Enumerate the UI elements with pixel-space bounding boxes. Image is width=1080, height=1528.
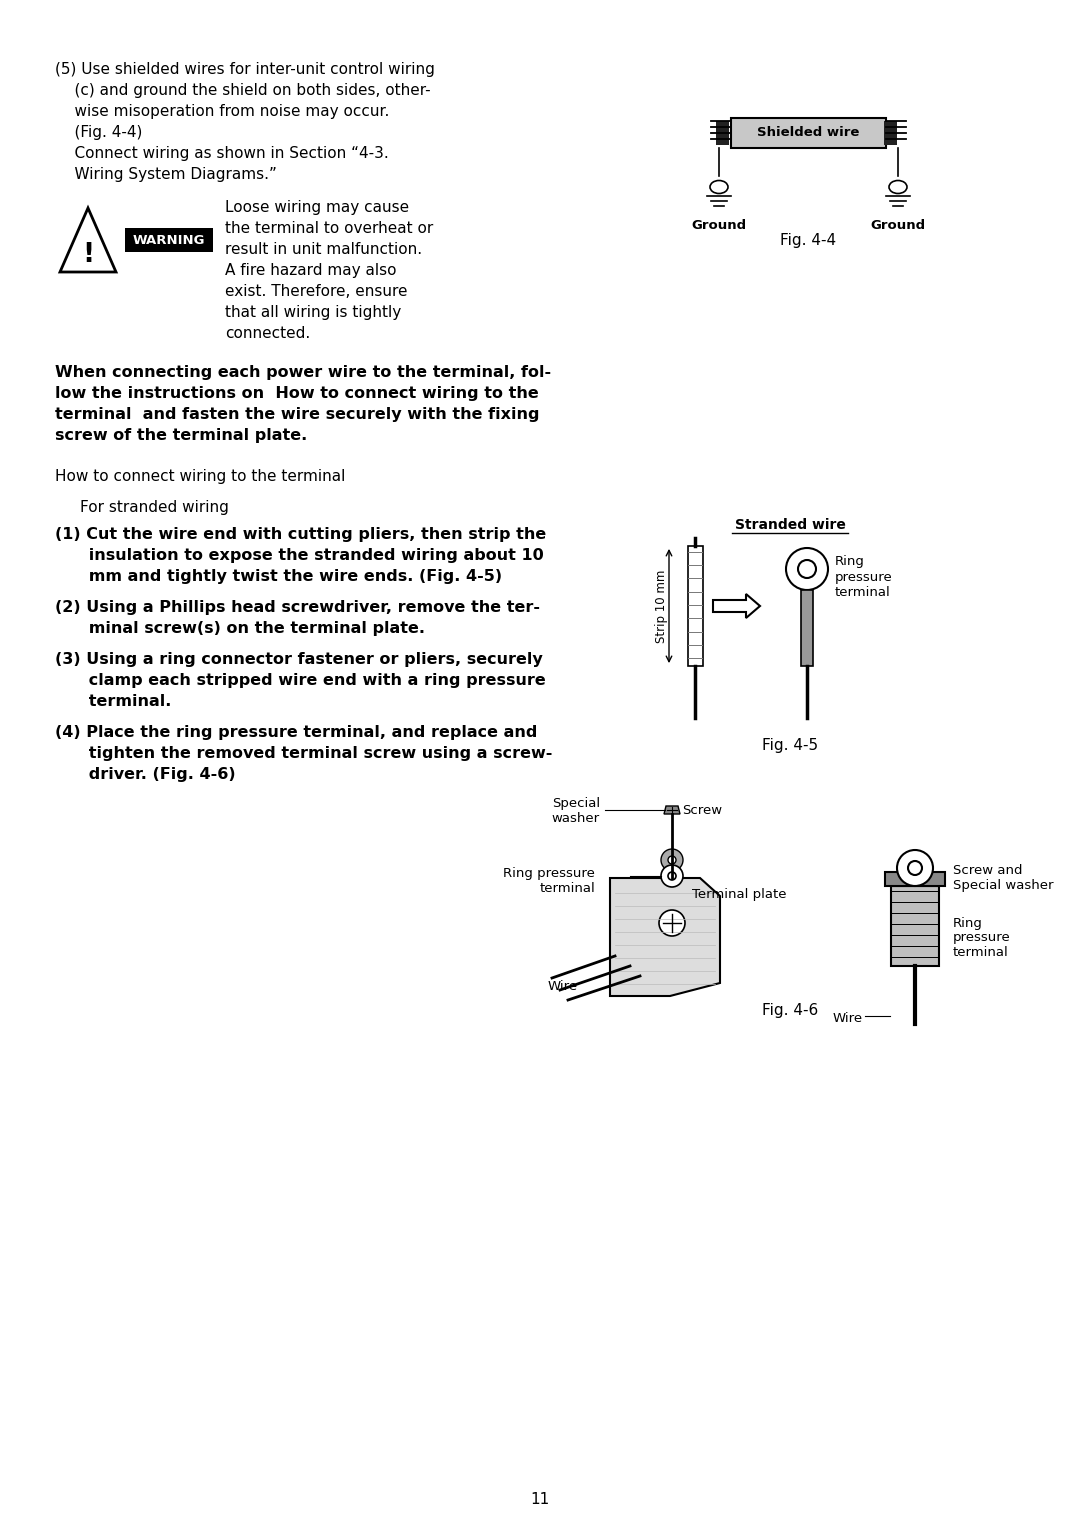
Bar	[885, 872, 945, 886]
Text: result in unit malfunction.: result in unit malfunction.	[225, 241, 422, 257]
Bar	[723, 121, 726, 145]
Bar	[719, 121, 723, 145]
Text: Ring
pressure
terminal: Ring pressure terminal	[953, 917, 1011, 960]
Text: Fig. 4-6: Fig. 4-6	[761, 1002, 819, 1018]
Text: !: !	[82, 241, 94, 267]
Text: Fig. 4-4: Fig. 4-4	[780, 232, 836, 248]
Text: Strip 10 mm: Strip 10 mm	[654, 570, 667, 643]
Text: wise misoperation from noise may occur.: wise misoperation from noise may occur.	[55, 104, 390, 119]
Circle shape	[908, 860, 922, 876]
Text: tighten the removed terminal screw using a screw-: tighten the removed terminal screw using…	[55, 746, 552, 761]
Text: terminal.: terminal.	[55, 694, 172, 709]
Polygon shape	[610, 879, 720, 996]
Ellipse shape	[710, 180, 728, 194]
Circle shape	[669, 856, 676, 863]
Text: (4) Place the ring pressure terminal, and replace and: (4) Place the ring pressure terminal, an…	[55, 724, 538, 740]
Bar	[725, 121, 729, 145]
Text: (c) and ground the shield on both sides, other-: (c) and ground the shield on both sides,…	[55, 83, 431, 98]
Text: A fire hazard may also: A fire hazard may also	[225, 263, 396, 278]
Text: Loose wiring may cause: Loose wiring may cause	[225, 200, 409, 215]
Bar	[890, 121, 894, 145]
Text: Wiring System Diagrams.”: Wiring System Diagrams.”	[55, 167, 276, 182]
Text: mm and tightly twist the wire ends. (Fig. 4-5): mm and tightly twist the wire ends. (Fig…	[55, 568, 502, 584]
Polygon shape	[664, 805, 680, 814]
Text: insulation to expose the stranded wiring about 10: insulation to expose the stranded wiring…	[55, 549, 543, 562]
Circle shape	[897, 850, 933, 886]
Text: Ring
pressure
terminal: Ring pressure terminal	[835, 555, 893, 599]
Bar	[731, 118, 886, 148]
Bar	[716, 121, 720, 145]
Bar	[801, 590, 813, 666]
Text: Special
washer: Special washer	[552, 798, 600, 825]
Circle shape	[669, 872, 676, 880]
Text: exist. Therefore, ensure: exist. Therefore, ensure	[225, 284, 407, 299]
Text: (Fig. 4-4): (Fig. 4-4)	[55, 125, 143, 141]
Text: Screw: Screw	[681, 804, 723, 817]
Text: screw of the terminal plate.: screw of the terminal plate.	[55, 428, 307, 443]
Text: 11: 11	[530, 1491, 550, 1507]
Text: minal screw(s) on the terminal plate.: minal screw(s) on the terminal plate.	[55, 620, 426, 636]
Text: Ground: Ground	[691, 219, 746, 232]
Text: Fig. 4-5: Fig. 4-5	[761, 738, 818, 753]
Circle shape	[798, 559, 816, 578]
Text: Connect wiring as shown in Section “4-3.: Connect wiring as shown in Section “4-3.	[55, 147, 389, 160]
Text: For stranded wiring: For stranded wiring	[80, 500, 229, 515]
Bar	[887, 121, 891, 145]
Text: Ring pressure
terminal: Ring pressure terminal	[503, 866, 595, 895]
Polygon shape	[713, 594, 760, 617]
Text: terminal  and fasten the wire securely with the fixing: terminal and fasten the wire securely wi…	[55, 406, 540, 422]
Text: When connecting each power wire to the terminal, fol-: When connecting each power wire to the t…	[55, 365, 551, 380]
Text: Ground: Ground	[870, 219, 926, 232]
Bar	[688, 545, 703, 666]
Circle shape	[661, 850, 683, 871]
Text: WARNING: WARNING	[133, 234, 205, 246]
Text: driver. (Fig. 4-6): driver. (Fig. 4-6)	[55, 767, 235, 782]
Text: Wire: Wire	[548, 979, 578, 993]
Text: (1) Cut the wire end with cutting pliers, then strip the: (1) Cut the wire end with cutting pliers…	[55, 527, 546, 542]
Text: Stranded wire: Stranded wire	[734, 518, 846, 532]
Text: (3) Using a ring connector fastener or pliers, securely: (3) Using a ring connector fastener or p…	[55, 652, 543, 668]
Text: (5) Use shielded wires for inter-unit control wiring: (5) Use shielded wires for inter-unit co…	[55, 63, 435, 76]
Text: Terminal plate: Terminal plate	[692, 888, 786, 902]
Text: connected.: connected.	[225, 325, 310, 341]
Circle shape	[659, 911, 685, 937]
Text: How to connect wiring to the terminal: How to connect wiring to the terminal	[55, 469, 346, 484]
Text: clamp each stripped wire end with a ring pressure: clamp each stripped wire end with a ring…	[55, 672, 545, 688]
Text: low the instructions on  How to connect wiring to the: low the instructions on How to connect w…	[55, 387, 539, 400]
Text: (2) Using a Phillips head screwdriver, remove the ter-: (2) Using a Phillips head screwdriver, r…	[55, 601, 540, 614]
Text: Shielded wire: Shielded wire	[757, 127, 860, 139]
Bar	[885, 121, 888, 145]
Text: that all wiring is tightly: that all wiring is tightly	[225, 306, 402, 319]
Bar	[125, 228, 213, 252]
Circle shape	[786, 549, 828, 590]
Text: Screw and
Special washer: Screw and Special washer	[953, 863, 1053, 892]
Text: the terminal to overheat or: the terminal to overheat or	[225, 222, 433, 235]
Bar	[893, 121, 897, 145]
Text: Wire: Wire	[833, 1012, 863, 1024]
Ellipse shape	[889, 180, 907, 194]
Bar	[891, 886, 939, 966]
Circle shape	[661, 865, 683, 886]
